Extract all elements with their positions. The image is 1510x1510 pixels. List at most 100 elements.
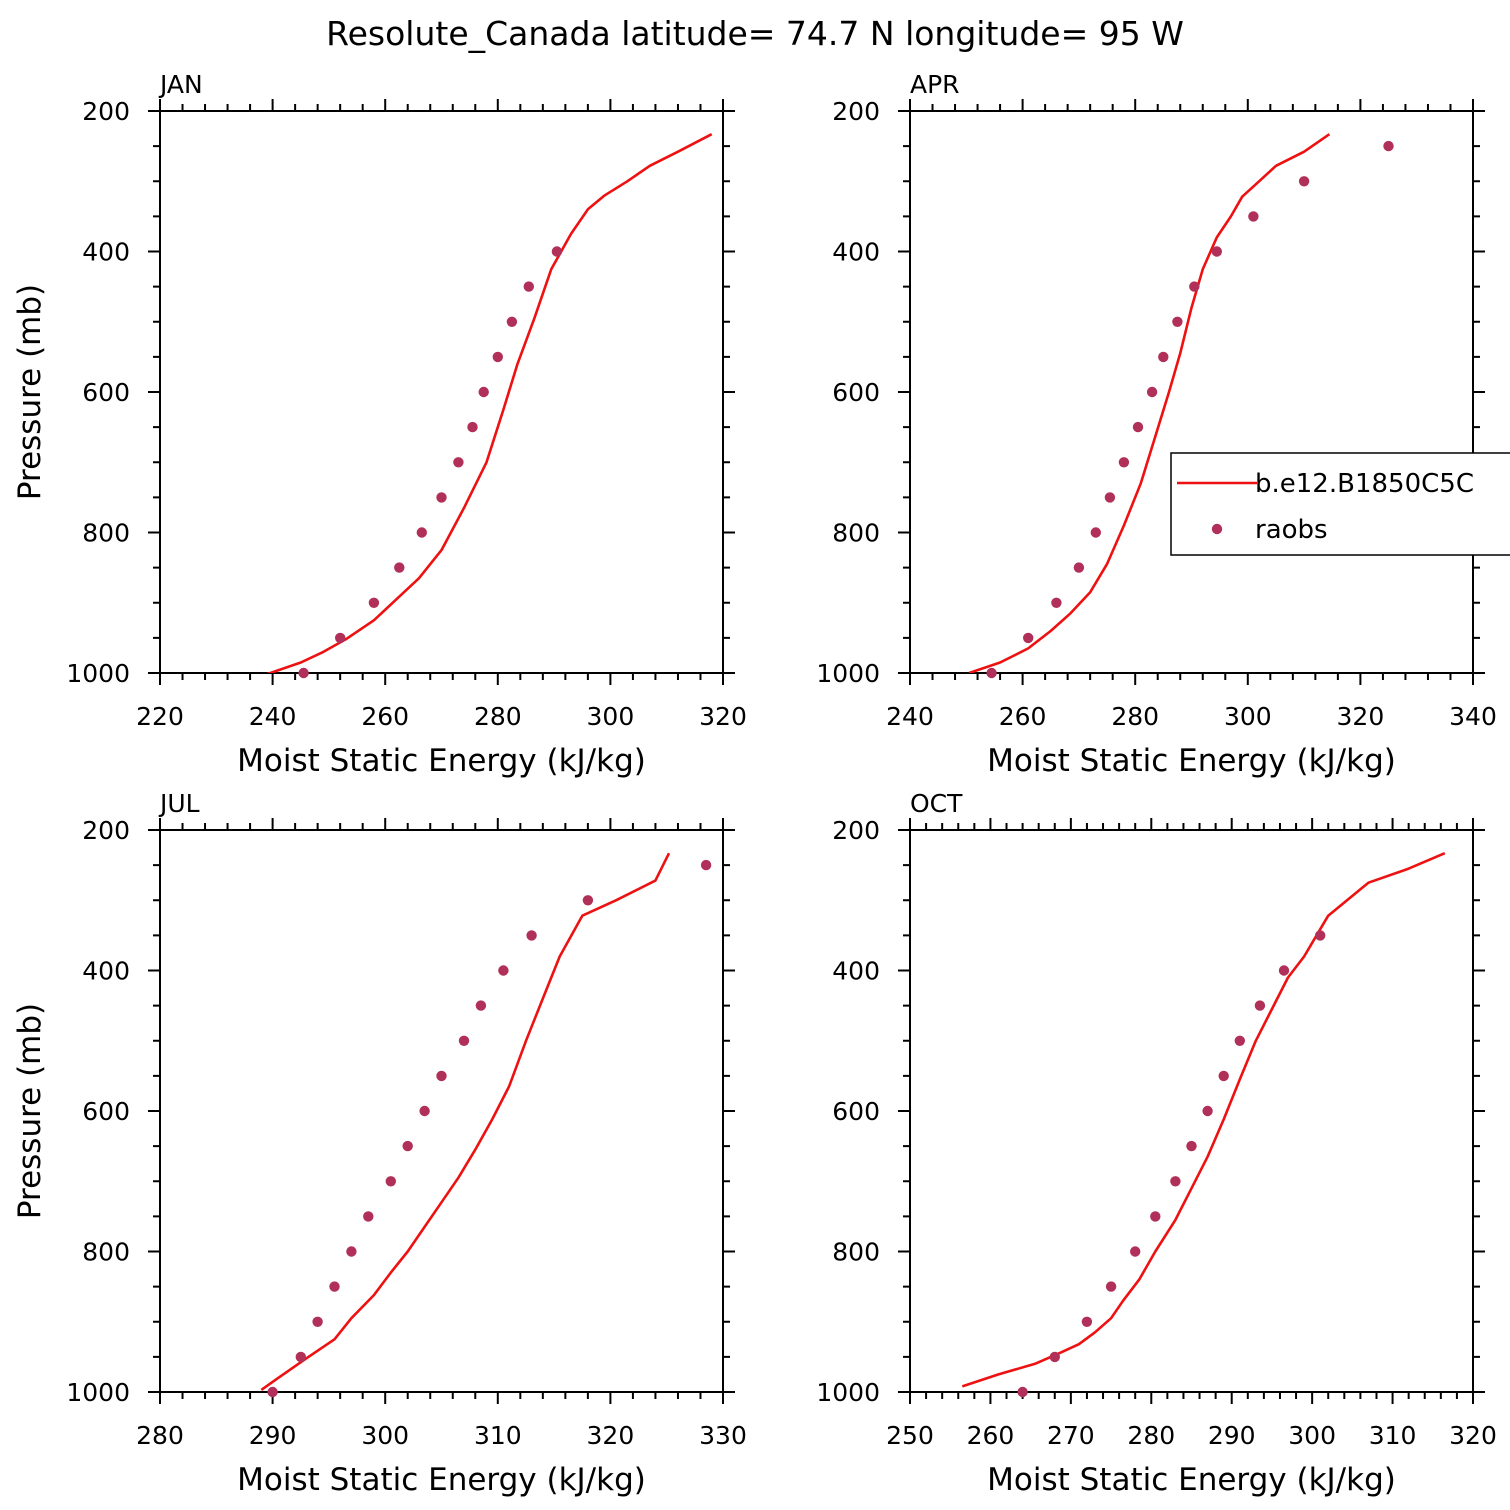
x-axis-label-oct: Moist Static Energy (kJ/kg)	[987, 1462, 1396, 1498]
model-line-apr	[968, 133, 1331, 673]
raobs-point-apr	[1298, 176, 1310, 187]
raobs-point-oct	[1150, 1211, 1161, 1222]
raobs-point-oct	[1186, 1140, 1197, 1152]
x-tick-label-jul: 320	[587, 1421, 635, 1450]
panel-label-jan: JAN	[158, 70, 203, 99]
raobs-point-apr	[1022, 632, 1034, 644]
x-tick-label-apr: 340	[1449, 702, 1497, 731]
raobs-point-oct	[1218, 1070, 1229, 1082]
raobs-point-jul	[385, 1176, 396, 1187]
x-tick-label-jan: 220	[136, 702, 184, 731]
raobs-point-oct	[1315, 930, 1326, 941]
panel-label-oct: OCT	[910, 789, 963, 818]
x-tick-label-jan: 320	[699, 702, 747, 731]
x-tick-label-jul: 280	[136, 1421, 184, 1450]
raobs-point-jul	[458, 1035, 470, 1047]
raobs-point-jan	[335, 632, 346, 644]
raobs-point-jan	[416, 527, 427, 538]
y-tick-label-apr: 200	[832, 97, 880, 126]
model-line-jan	[266, 133, 713, 673]
raobs-point-apr	[1158, 351, 1169, 363]
y-tick-label-oct: 1000	[816, 1378, 880, 1407]
raobs-point-jan	[523, 281, 534, 292]
raobs-point-jul	[312, 1316, 323, 1328]
raobs-point-jan	[478, 386, 489, 398]
y-tick-label-oct: 800	[832, 1238, 880, 1267]
x-tick-label-oct: 280	[1127, 1421, 1175, 1450]
x-axis-label-jan: Moist Static Energy (kJ/kg)	[237, 743, 646, 779]
x-axis-label-jul: Moist Static Energy (kJ/kg)	[237, 1462, 646, 1498]
x-tick-label-jan: 300	[587, 702, 635, 731]
raobs-point-apr	[1090, 527, 1102, 538]
x-tick-label-oct: 290	[1208, 1421, 1256, 1450]
x-tick-label-jan: 260	[361, 702, 409, 731]
y-tick-label-apr: 600	[832, 378, 880, 407]
raobs-point-oct	[1081, 1316, 1093, 1328]
raobs-point-oct	[1254, 1000, 1266, 1011]
raobs-point-jan	[467, 421, 478, 433]
x-tick-label-apr: 320	[1337, 702, 1385, 731]
raobs-point-jan	[436, 492, 447, 503]
plot-frame-apr	[909, 110, 1474, 674]
x-tick-label-apr: 240	[886, 702, 934, 731]
figure-title: Resolute_Canada latitude= 74.7 N longitu…	[326, 14, 1184, 53]
x-tick-label-oct: 260	[967, 1421, 1015, 1450]
plot-frame-jan	[159, 110, 724, 674]
raobs-point-oct	[1278, 965, 1290, 976]
panel-label-apr: APR	[910, 70, 960, 99]
y-tick-label-oct: 600	[832, 1097, 880, 1126]
y-tick-label-jan: 200	[82, 97, 130, 126]
raobs-point-jul	[436, 1070, 447, 1082]
x-tick-label-oct: 300	[1288, 1421, 1336, 1450]
y-tick-label-apr: 400	[832, 238, 880, 267]
y-tick-label-jan: 600	[82, 378, 130, 407]
y-tick-label-jul: 1000	[66, 1378, 130, 1407]
raobs-point-apr	[1189, 281, 1200, 292]
x-tick-label-apr: 300	[1224, 702, 1272, 731]
y-tick-label-apr: 800	[832, 519, 880, 548]
panel-oct: 250 260 270 280 290 300 310 320 200 400 600 800 1000…	[816, 789, 1496, 1498]
x-tick-label-oct: 250	[886, 1421, 934, 1450]
x-tick-label-apr: 260	[999, 702, 1047, 731]
x-tick-label-jul: 330	[699, 1421, 747, 1450]
legend-box	[1170, 452, 1510, 556]
raobs-point-jul	[363, 1211, 374, 1222]
x-tick-label-oct: 320	[1449, 1421, 1497, 1450]
raobs-point-apr	[1132, 421, 1144, 433]
raobs-point-oct	[1105, 1281, 1117, 1292]
x-tick-label-jan: 280	[474, 702, 522, 731]
raobs-point-jan	[453, 457, 464, 468]
y-tick-label-jul: 800	[82, 1238, 130, 1267]
y-tick-label-oct: 200	[832, 816, 880, 845]
raobs-point-apr	[1211, 246, 1223, 257]
legend-label: raobs	[1255, 515, 1328, 545]
x-tick-label-oct: 310	[1369, 1421, 1417, 1450]
legend: b.e12.B1850C5C raobs	[1170, 452, 1510, 556]
raobs-point-jul	[700, 859, 712, 871]
raobs-point-jul	[346, 1246, 357, 1257]
raobs-point-apr	[1248, 211, 1259, 222]
y-tick-label-jul: 200	[82, 816, 130, 845]
raobs-point-jan	[551, 246, 563, 257]
panel-label-jul: JUL	[158, 789, 200, 818]
x-tick-label-oct: 270	[1047, 1421, 1095, 1450]
raobs-point-apr	[1118, 457, 1130, 468]
x-tick-label-apr: 280	[1111, 702, 1159, 731]
raobs-point-apr	[986, 667, 997, 679]
raobs-point-jul	[419, 1105, 430, 1117]
raobs-point-jan	[506, 316, 518, 327]
raobs-point-jul	[329, 1281, 340, 1292]
raobs-point-oct	[1049, 1351, 1061, 1363]
x-tick-label-jul: 310	[474, 1421, 522, 1450]
raobs-point-oct	[1202, 1105, 1213, 1117]
y-tick-label-jan: 1000	[66, 659, 130, 688]
raobs-point-jan	[492, 351, 503, 363]
raobs-point-jul	[475, 1000, 487, 1011]
raobs-point-jul	[526, 930, 537, 941]
legend-marker-swatch	[1211, 523, 1223, 535]
panel-jul: 280 290 300 310 320 330 200 400 600 800 1000 JUL Moi…	[12, 789, 747, 1498]
panel-jan: 220 240 260 280 300 320 200 400 600 800 1000 JAN Moi…	[12, 70, 747, 779]
raobs-point-jan	[368, 597, 380, 608]
plot-frame-oct	[909, 829, 1474, 1393]
